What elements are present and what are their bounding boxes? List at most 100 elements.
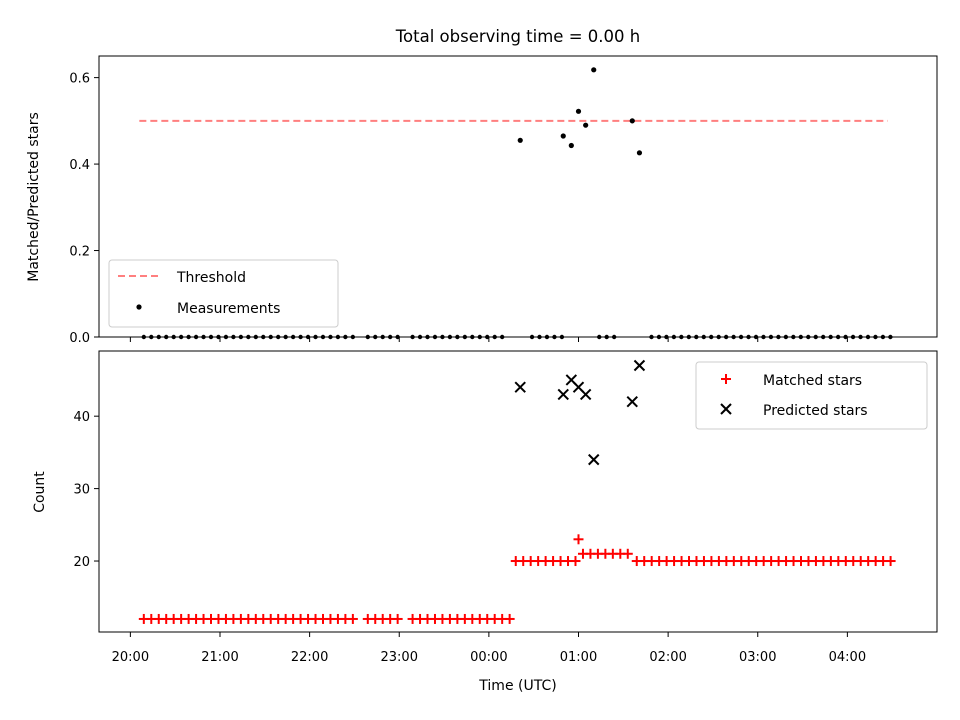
measurement-point <box>591 67 597 73</box>
bottom-x-tick-label: 04:00 <box>829 650 866 665</box>
measurement-point-zero <box>462 334 468 340</box>
measurement-point-zero <box>208 334 214 340</box>
measurement-point-zero <box>753 334 759 340</box>
figure-title: Total observing time = 0.00 h <box>395 27 640 46</box>
matched-star-marker <box>392 613 403 624</box>
measurement-point-zero <box>231 334 236 340</box>
measurement-point-zero <box>178 334 184 340</box>
bottom-x-tick-label: 00:00 <box>470 650 507 665</box>
measurement-point-zero <box>537 334 542 340</box>
measurement-point-zero <box>529 334 535 340</box>
measurement-point-zero <box>275 334 281 340</box>
measurement-point-zero <box>335 334 341 340</box>
measurement-point-zero <box>290 334 296 340</box>
top-y-tick-label: 0.4 <box>69 158 90 173</box>
measurement-point-zero <box>283 334 288 340</box>
predicted-star-marker <box>514 381 526 393</box>
matched-star-marker <box>347 613 358 624</box>
measurement-point-zero <box>835 334 841 340</box>
measurement-point-zero <box>313 334 318 340</box>
measurement-point-zero <box>328 334 333 340</box>
measurement-point-zero <box>320 334 326 340</box>
top-y-tick-label: 0.2 <box>69 245 90 260</box>
measurement-point-zero <box>806 334 811 340</box>
measurement-point-zero <box>387 334 393 340</box>
predicted-star-marker <box>626 395 638 408</box>
measurement-point-zero <box>843 334 848 340</box>
legend-predicted-swatch <box>720 403 732 415</box>
bottom-x-tick-label: 22:00 <box>291 650 328 665</box>
measurement-point-zero <box>731 334 736 340</box>
measurement-point <box>575 108 582 114</box>
measurement-point-zero <box>455 334 460 340</box>
matched-star-marker <box>570 556 581 567</box>
measurement-point-zero <box>723 334 729 340</box>
matched-star-marker <box>622 548 633 559</box>
measurement-point-zero <box>604 334 609 340</box>
measurement-point-zero <box>649 334 654 340</box>
measurement-point-zero <box>813 334 818 340</box>
measurement-point-zero <box>716 334 721 340</box>
measurement-point-zero <box>164 334 169 340</box>
bottom-x-tick-label: 21:00 <box>201 650 238 665</box>
measurement-point-zero <box>746 334 751 340</box>
bottom-axes-frame <box>98 350 938 633</box>
bottom-x-tick-label: 03:00 <box>739 650 776 665</box>
measurement-point-zero <box>246 334 251 340</box>
measurement-point-zero <box>201 334 206 340</box>
measurement-point-zero <box>432 334 438 340</box>
measurement-point-zero <box>701 334 706 340</box>
measurement-point-zero <box>798 334 804 340</box>
measurement-point-zero <box>738 334 744 340</box>
bottom-plot-area <box>138 359 896 624</box>
bottom-y-axis: 20 30 40 <box>73 410 99 570</box>
matched-star-marker <box>504 613 515 624</box>
measurement-point-zero <box>373 334 378 340</box>
measurement-point-zero <box>380 334 385 340</box>
bottom-legend: Matched stars Predicted stars <box>695 361 928 430</box>
measurement-point-zero <box>597 334 602 340</box>
top-legend: Threshold Measurements <box>108 259 339 328</box>
legend-measurements-label: Measurements <box>177 301 280 317</box>
measurement-point-zero <box>544 334 550 340</box>
measurement-point-zero <box>447 334 453 340</box>
bottom-y-tick-label: 40 <box>73 410 90 425</box>
measurement-point-zero <box>880 334 886 340</box>
bottom-x-tick-label: 01:00 <box>560 650 597 665</box>
measurement-point-zero <box>253 334 259 340</box>
bottom-y-tick-label: 30 <box>73 483 90 498</box>
measurement-point-zero <box>268 334 273 340</box>
measurement-point-zero <box>343 334 348 340</box>
measurement-point-zero <box>440 334 445 340</box>
top-plot-area <box>139 67 893 340</box>
measurement-point-zero <box>821 334 826 340</box>
predicted-star-marker <box>557 388 569 401</box>
measurement-point <box>636 150 643 156</box>
bottom-y-axis-label: Count <box>32 471 48 513</box>
bottom-x-tick-label: 20:00 <box>112 650 149 665</box>
bottom-x-tick-label: 02:00 <box>649 650 686 665</box>
measurement-point-zero <box>888 334 893 340</box>
measurement-point-zero <box>365 334 370 340</box>
predicted-star-marker <box>579 388 592 401</box>
predicted-star-marker <box>633 359 646 372</box>
measurement-point <box>583 122 589 128</box>
matched-star-marker <box>573 534 584 545</box>
measurement-point-zero <box>186 334 191 340</box>
top-y-tick-label: 0.6 <box>69 72 90 87</box>
top-legend-box <box>108 259 339 328</box>
measurement-point-zero <box>559 334 565 340</box>
measurement-point <box>629 118 635 124</box>
measurement-point-zero <box>149 334 154 340</box>
measurement-point-zero <box>223 334 229 340</box>
measurement-point-zero <box>664 334 669 340</box>
measurement-point-zero <box>709 334 714 340</box>
measurement-point-zero <box>828 334 833 340</box>
measurement-point <box>517 137 523 143</box>
measurement-point-zero <box>193 334 199 340</box>
top-y-tick-label: 0.0 <box>69 331 90 346</box>
measurement-point-zero <box>238 334 244 340</box>
measurement-point-zero <box>477 334 482 340</box>
